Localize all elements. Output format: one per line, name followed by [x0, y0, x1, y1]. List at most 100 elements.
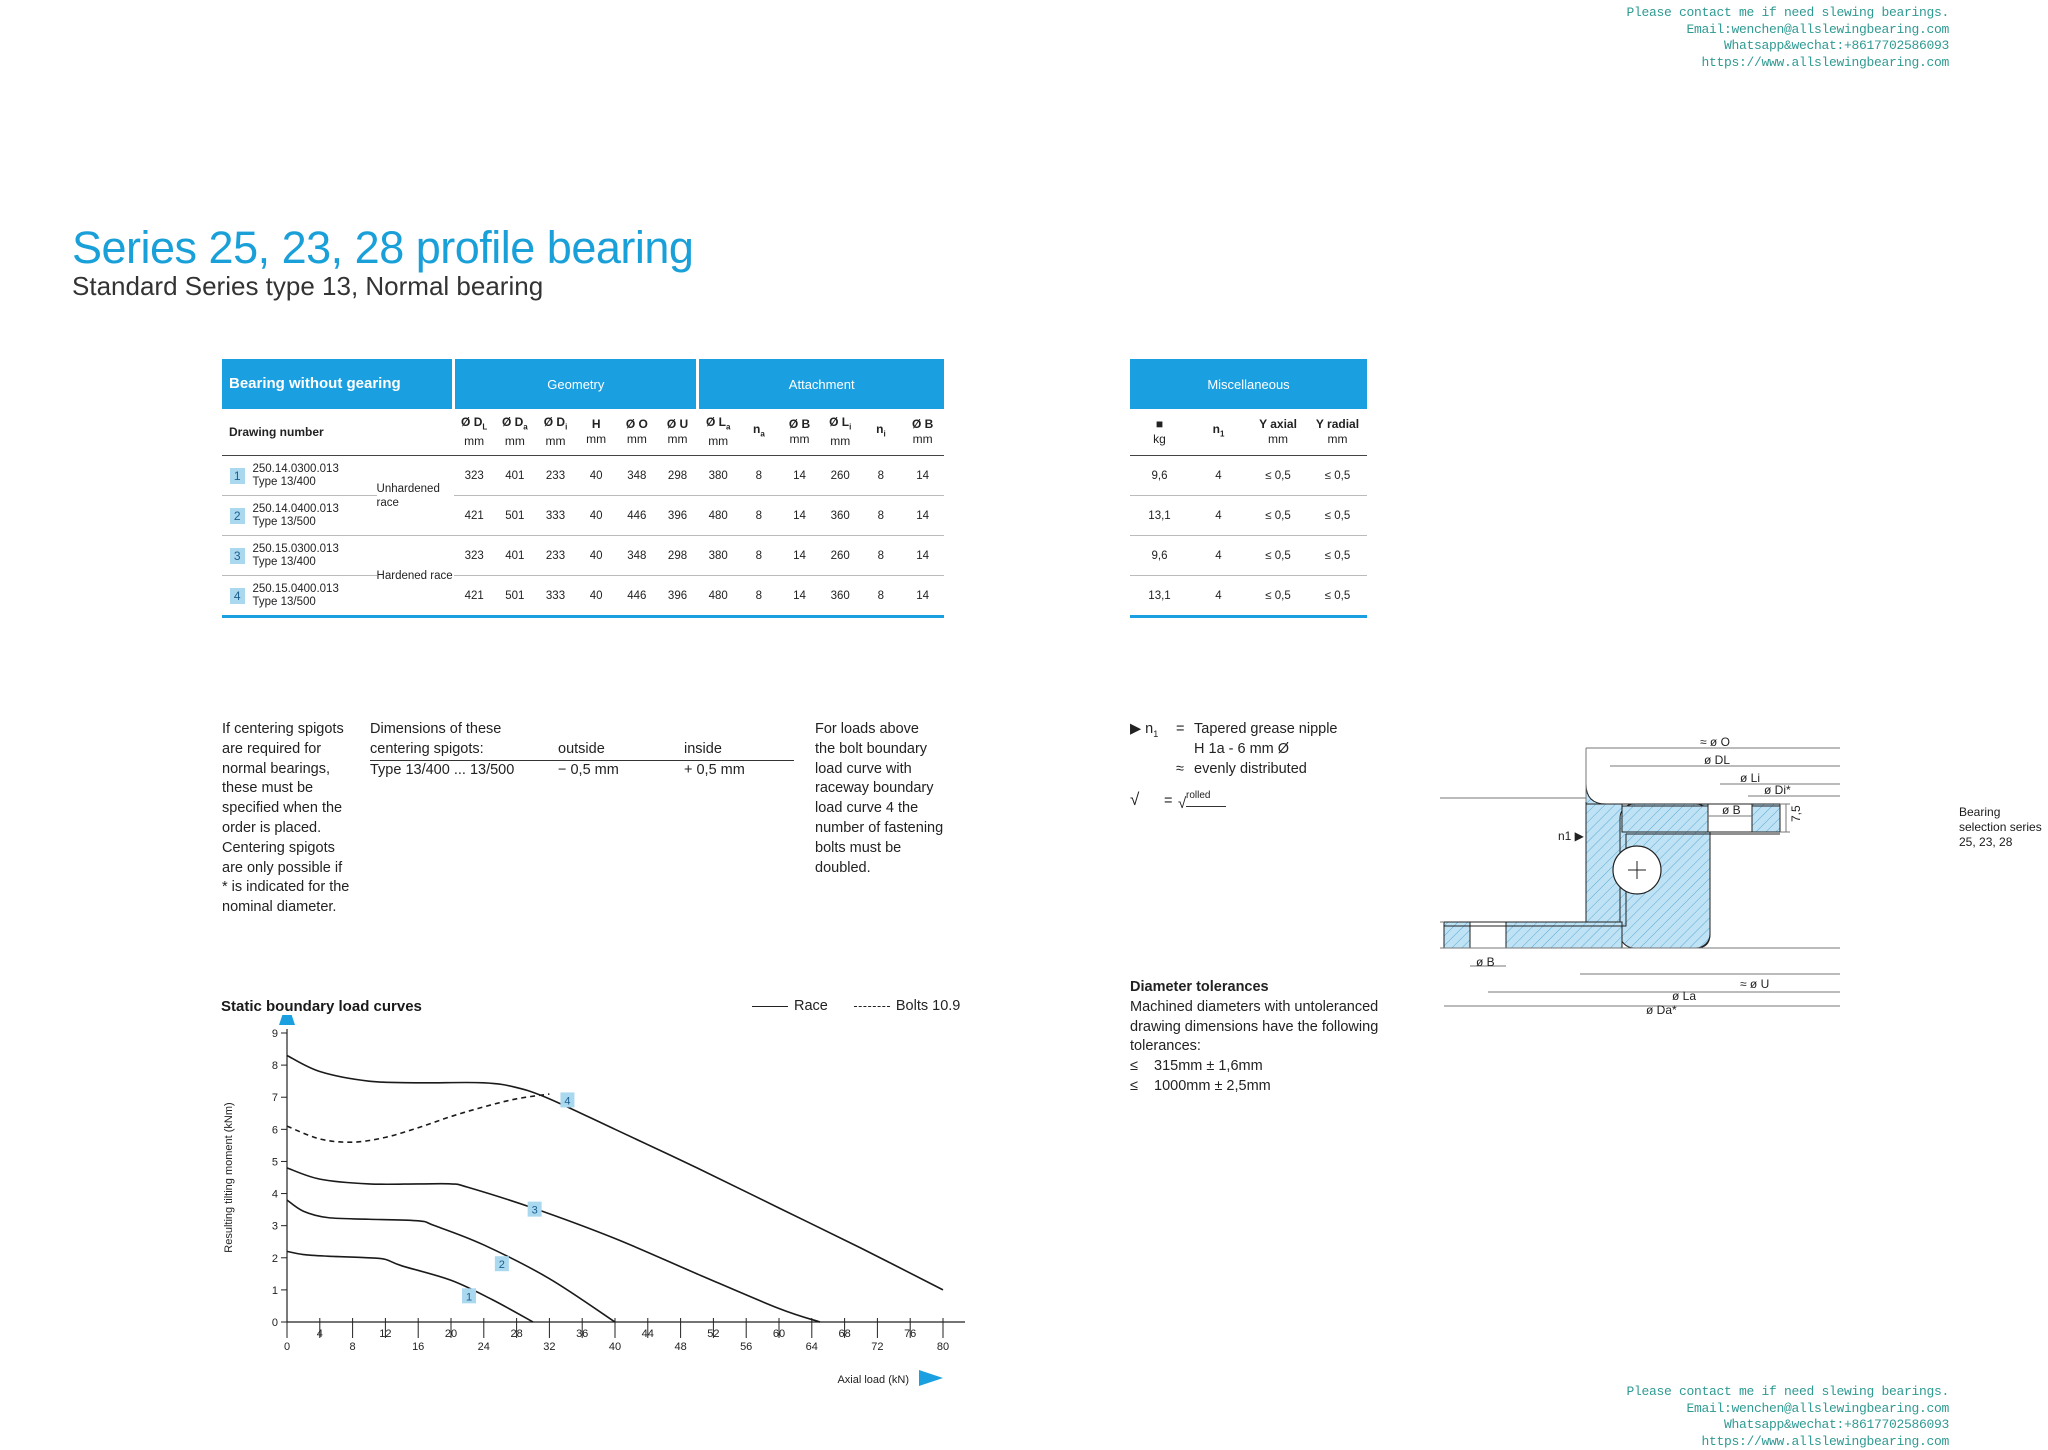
n1-sub: 1 — [1153, 729, 1158, 739]
cell-di: 233 — [535, 536, 576, 576]
cell-yax: ≤ 0,5 — [1248, 496, 1308, 536]
drawing-label: ≈ ø U — [1740, 977, 1769, 991]
tolerance-value: 1000mm ± 2,5mm — [1154, 1077, 1271, 1097]
cell-li: 360 — [820, 496, 861, 536]
column-symbol: Ø B — [779, 417, 820, 432]
cell-yrad: ≤ 0,5 — [1308, 576, 1367, 617]
column-symbol-text: n — [1213, 422, 1220, 436]
contact-line: https://www.allslewingbearing.com — [1626, 55, 1949, 72]
x-tick-label: 64 — [806, 1341, 818, 1353]
cell-li: 260 — [820, 456, 861, 496]
column-unit: mm — [454, 434, 495, 449]
column-symbol-sub: L — [482, 422, 487, 431]
drawing-label: ø La — [1672, 989, 1696, 1003]
column-unit: mm — [617, 432, 658, 447]
cell-la: 480 — [698, 576, 739, 617]
dims-title-line: Dimensions of these — [370, 720, 794, 740]
column-header: n1 — [1189, 409, 1248, 456]
y-tick-label: 5 — [272, 1156, 278, 1168]
y-tick-label: 2 — [272, 1253, 278, 1265]
bearing-type: Type 13/400 — [253, 476, 377, 489]
contact-line: Whatsapp&wechat:+8617702586093 — [1626, 1417, 1949, 1434]
column-symbol: n1 — [1189, 422, 1248, 441]
column-symbol: Y axial — [1248, 417, 1308, 432]
drawing-label: ø B — [1722, 803, 1741, 817]
series-label: 2 — [499, 1259, 505, 1271]
column-symbol-text: Ø L — [829, 415, 849, 429]
x-tick-label: 68 — [838, 1328, 850, 1340]
row-number-cell: 4 — [222, 576, 253, 617]
cell-u: 298 — [657, 456, 698, 496]
dims-outside-label: outside — [558, 740, 605, 760]
tolerances-text: drawing dimensions have the following — [1130, 1018, 1378, 1038]
side-label: Bearing selection series 25, 23, 28 — [1959, 805, 2042, 850]
rolled-equals: = — [1164, 792, 1172, 812]
y-tick-label: 6 — [272, 1124, 278, 1136]
cell-ba: 14 — [779, 496, 820, 536]
approx-symbol: ≈ — [1176, 760, 1184, 780]
drawing-number: 250.15.0400.013 — [253, 583, 377, 596]
rolled-word: rolled — [1186, 786, 1226, 807]
x-tick-label: 32 — [543, 1341, 555, 1353]
spigot-dimensions: Dimensions of these centering spigots: o… — [370, 720, 794, 781]
cell-bi: 14 — [901, 496, 944, 536]
cell-o: 446 — [617, 576, 658, 617]
x-tick-label: 12 — [379, 1328, 391, 1340]
column-symbol-text: H — [592, 417, 601, 431]
y-tick-label: 1 — [272, 1285, 278, 1297]
series-line-2 — [287, 1200, 615, 1322]
cell-kg: 9,6 — [1130, 536, 1189, 576]
cell-dl: 323 — [454, 456, 495, 496]
column-symbol-text: Ø L — [706, 415, 726, 429]
note-line: nominal diameter. — [222, 898, 349, 918]
race-type-label: Hardened race — [377, 536, 454, 617]
cell-h: 40 — [576, 536, 617, 576]
cell-la: 480 — [698, 496, 739, 536]
column-symbol-text: Ø B — [789, 417, 810, 431]
race-type-label: Unhardened race — [377, 456, 454, 536]
column-unit: kg — [1130, 432, 1189, 447]
note-line: For loads above — [815, 720, 943, 740]
column-symbol-sub: i — [565, 422, 567, 431]
note-line: load curve with — [815, 760, 943, 780]
cell-yax: ≤ 0,5 — [1248, 576, 1308, 617]
contact-watermark-bottom: Please contact me if need slewing bearin… — [1626, 1384, 1949, 1450]
note-line: normal bearings, — [222, 760, 349, 780]
cell-kg: 9,6 — [1130, 456, 1189, 496]
cell-na: 8 — [739, 456, 780, 496]
column-unit: mm — [535, 434, 576, 449]
chart-legend: Race Bolts 10.9 — [752, 997, 960, 1017]
contact-line: Email:wenchen@allslewingbearing.com — [1626, 1401, 1949, 1418]
n1-desc-line: Tapered grease nipple — [1194, 720, 1338, 740]
cell-yax: ≤ 0,5 — [1248, 536, 1308, 576]
legend-race-swatch — [752, 1006, 788, 1007]
cell-dl: 421 — [454, 576, 495, 617]
cell-ni: 8 — [861, 576, 902, 617]
cell-da: 501 — [495, 576, 536, 617]
note-line: load curve 4 the — [815, 799, 943, 819]
group-header-geometry: Geometry — [454, 359, 698, 409]
cell-dl: 323 — [454, 536, 495, 576]
column-symbol: Y radial — [1308, 417, 1367, 432]
dims-inside-label: inside — [684, 740, 722, 760]
column-symbol-text: Ø U — [667, 417, 688, 431]
y-tick-label: 3 — [272, 1221, 278, 1233]
column-header: ■kg — [1130, 409, 1189, 456]
column-symbol: Ø La — [698, 415, 739, 434]
drawing-label: n1 ▶ — [1558, 829, 1585, 843]
group-header-bearing: Bearing without gearing — [222, 359, 454, 409]
row-number-badge: 2 — [230, 508, 245, 524]
cell-u: 298 — [657, 536, 698, 576]
row-number-badge: 3 — [230, 548, 245, 564]
note-line: the bolt boundary — [815, 740, 943, 760]
dims-outside-value: − 0,5 mm — [558, 761, 619, 781]
contact-watermark-top: Please contact me if need slewing bearin… — [1626, 5, 1949, 71]
cell-u: 396 — [657, 576, 698, 617]
